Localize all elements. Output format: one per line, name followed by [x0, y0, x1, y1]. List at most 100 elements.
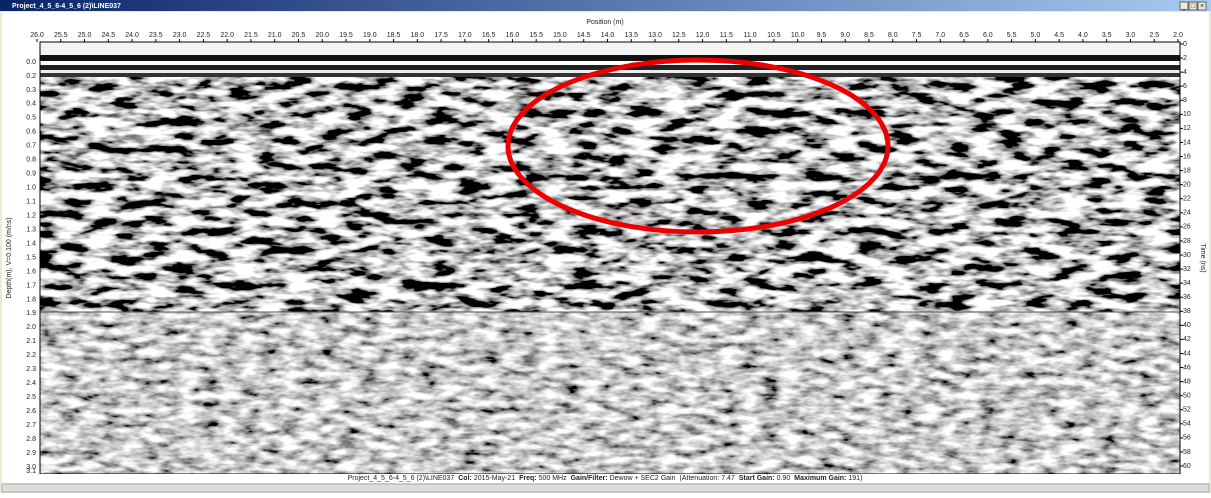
status-field: Project_4_5_6-4_5_6 (2)\LINE037 — [348, 475, 455, 482]
status-field: Maximum Gain: — [794, 475, 846, 482]
radargram-lower — [40, 312, 1180, 474]
x-tick-label: 2.5 — [1149, 32, 1159, 39]
x-tick-label: 22.0 — [220, 32, 234, 39]
left-tick-label: 2.8 — [26, 436, 36, 443]
right-tick-label: 6 — [1183, 83, 1187, 90]
left-tick-label: 2.9 — [26, 450, 36, 457]
x-tick-label: 19.0 — [363, 32, 377, 39]
band — [40, 42, 1180, 55]
right-tick-label: 28 — [1183, 238, 1191, 245]
x-tick-label: 14.5 — [577, 32, 591, 39]
x-axis-label: Position (m) — [586, 19, 623, 26]
left-tick-label: 0.5 — [26, 115, 36, 122]
status-field: 191) — [848, 475, 862, 482]
x-tick-label: 25.0 — [78, 32, 92, 39]
right-tick-label: 52 — [1183, 407, 1191, 414]
right-tick-label: 42 — [1183, 336, 1191, 343]
right-tick-label: 14 — [1183, 139, 1191, 146]
right-tick-label: 32 — [1183, 266, 1191, 273]
x-tick-label: 10.5 — [767, 32, 781, 39]
x-tick-label: 8.0 — [888, 32, 898, 39]
title-bar — [0, 0, 1211, 11]
x-tick-label: 25.5 — [54, 32, 68, 39]
right-tick-label: 18 — [1183, 167, 1191, 174]
left-tick-label: 3.1 — [26, 468, 36, 475]
radargram-upper — [40, 42, 1180, 312]
left-tick-label: 1.6 — [26, 268, 36, 275]
x-tick-label: 17.0 — [458, 32, 472, 39]
left-tick-label: 1.9 — [26, 310, 36, 317]
x-tick-label: 16.0 — [506, 32, 520, 39]
right-tick-label: 20 — [1183, 182, 1191, 189]
right-tick-label: 38 — [1183, 308, 1191, 315]
right-tick-label: 56 — [1183, 435, 1191, 442]
x-tick-label: 22.5 — [197, 32, 211, 39]
right-tick-label: 36 — [1183, 294, 1191, 301]
left-tick-label: 1.3 — [26, 226, 36, 233]
x-tick-label: 6.5 — [959, 32, 969, 39]
x-tick-label: 8.5 — [864, 32, 874, 39]
right-tick-label: 2 — [1183, 55, 1187, 62]
x-tick-label: 14.0 — [601, 32, 615, 39]
left-tick-label: 1.1 — [26, 199, 36, 206]
x-tick-label: 5.5 — [1007, 32, 1017, 39]
x-tick-label: 16.5 — [482, 32, 496, 39]
x-tick-label: 11.5 — [720, 32, 733, 39]
right-tick-label: 44 — [1183, 350, 1191, 357]
x-tick-label: 26.0 — [30, 32, 44, 39]
status-field: Col: — [458, 475, 472, 482]
gpr-window: Project_4_5_6-4_5_6 (2)\LINE037 Position… — [0, 0, 1211, 493]
status-field: Freq: — [519, 475, 537, 482]
left-tick-label: 0.3 — [26, 87, 36, 94]
left-tick-label: 1.2 — [26, 212, 36, 219]
left-tick-label: 0.9 — [26, 171, 36, 178]
right-tick-label: 16 — [1183, 153, 1191, 160]
left-tick-label: 1.4 — [26, 240, 36, 247]
right-tick-label: 22 — [1183, 196, 1191, 203]
left-tick-label: 2.5 — [26, 394, 36, 401]
right-tick-label: 60 — [1183, 463, 1191, 470]
left-tick-label: 0.6 — [26, 129, 36, 136]
right-tick-label: 26 — [1183, 224, 1191, 231]
window-title: Project_4_5_6-4_5_6 (2)\LINE037 — [12, 3, 121, 10]
right-tick-label: 4 — [1183, 69, 1187, 76]
x-tick-label: 24.0 — [125, 32, 139, 39]
x-tick-label: 19.5 — [339, 32, 353, 39]
x-tick-label: 7.5 — [912, 32, 922, 39]
left-tick-label: 2.7 — [26, 422, 36, 429]
right-axis-label: Time (ns) — [1199, 243, 1206, 272]
left-tick-label: 0.2 — [26, 73, 36, 80]
right-tick-label: 40 — [1183, 322, 1191, 329]
x-tick-label: 4.0 — [1078, 32, 1088, 39]
left-tick-label: 1.7 — [26, 282, 36, 289]
right-tick-label: 30 — [1183, 252, 1191, 259]
window-button-label[interactable]: × — [1200, 3, 1204, 10]
left-tick-label: 1.8 — [26, 296, 36, 303]
scrollbar[interactable] — [2, 484, 1209, 492]
x-tick-label: 21.0 — [268, 32, 282, 39]
x-tick-label: 12.5 — [672, 32, 686, 39]
band — [40, 61, 1180, 65]
left-axis-label: Depth(m), V=0.100 (m/ns) — [6, 217, 13, 298]
x-tick-label: 12.0 — [696, 32, 710, 39]
x-tick-label: 13.5 — [624, 32, 638, 39]
status-field: (Attenuation: — [680, 475, 720, 482]
x-tick-label: 9.0 — [840, 32, 850, 39]
left-tick-label: 0.0 — [26, 59, 36, 66]
status-field: 0.90 — [777, 475, 791, 482]
x-tick-label: 4.5 — [1054, 32, 1064, 39]
x-tick-label: 23.5 — [149, 32, 163, 39]
x-tick-label: 9.5 — [817, 32, 827, 39]
window-button-label[interactable]: _ — [1181, 3, 1186, 10]
x-tick-label: 18.0 — [411, 32, 425, 39]
left-tick-label: 2.2 — [26, 352, 36, 359]
left-tick-label: 2.1 — [26, 338, 36, 345]
x-tick-label: 18.5 — [387, 32, 401, 39]
left-tick-label: 2.4 — [26, 380, 36, 387]
x-tick-label: 3.5 — [1102, 32, 1112, 39]
right-tick-label: 10 — [1183, 111, 1191, 118]
x-tick-label: 2.0 — [1173, 32, 1183, 39]
x-tick-label: 21.5 — [244, 32, 258, 39]
status-field: Gain/Filter: — [571, 475, 608, 482]
